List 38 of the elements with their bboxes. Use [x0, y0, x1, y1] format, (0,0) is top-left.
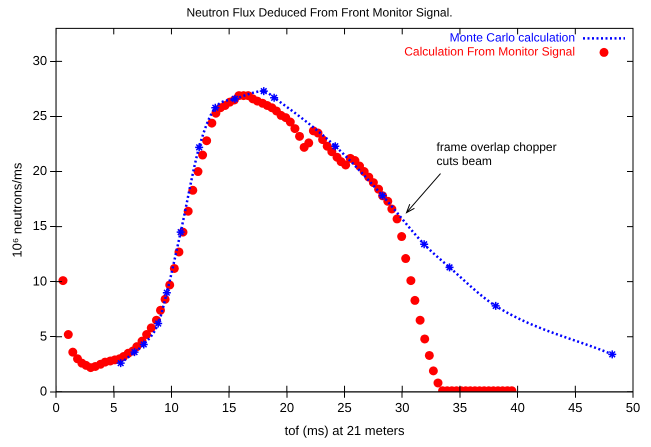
x-tick-label: 10	[164, 400, 179, 416]
point	[419, 239, 429, 249]
y-tick-label: 15	[32, 218, 48, 234]
point	[607, 350, 617, 360]
x-tick-label: 25	[337, 400, 352, 416]
legend-label: Calculation From Monitor Signal	[404, 44, 575, 59]
y-tick-label: 0	[40, 383, 48, 398]
x-tick-label: 40	[510, 400, 525, 416]
point	[139, 340, 149, 350]
x-tick-label: 0	[52, 400, 60, 416]
point	[269, 93, 279, 103]
y-tick-label: 30	[32, 53, 48, 68]
point	[330, 141, 340, 151]
x-tick-label: 5	[110, 400, 118, 416]
x-tick-label: 30	[394, 400, 410, 416]
point	[444, 262, 454, 272]
point	[153, 318, 163, 328]
y-tick-label: 20	[32, 163, 48, 178]
point	[210, 102, 220, 112]
y-tick-label: 25	[32, 108, 48, 124]
x-tick-label: 50	[626, 400, 640, 416]
point	[116, 358, 126, 368]
x-tick-label: 15	[222, 400, 236, 416]
point	[176, 227, 186, 237]
x-tick-label: 35	[452, 400, 468, 416]
point	[490, 301, 500, 311]
point	[194, 142, 204, 152]
text: Monte Carlo calculation	[450, 30, 575, 45]
x-tick-label: 20	[280, 400, 294, 416]
y-tick-label: 5	[40, 328, 48, 344]
point	[162, 288, 172, 298]
chart-title: Neutron Flux Deduced From Front Monitor Signal.	[186, 6, 453, 20]
x-tick-label: 45	[568, 400, 583, 416]
point	[259, 86, 269, 96]
y-tick-label: 10	[32, 273, 48, 288]
x-axis-title: tof (ms) at 21 meters	[284, 422, 405, 438]
annotation: frame overlap chopper cuts beam	[436, 140, 557, 168]
y-axis-title: 10⁶ neutrons/ms	[9, 162, 24, 258]
